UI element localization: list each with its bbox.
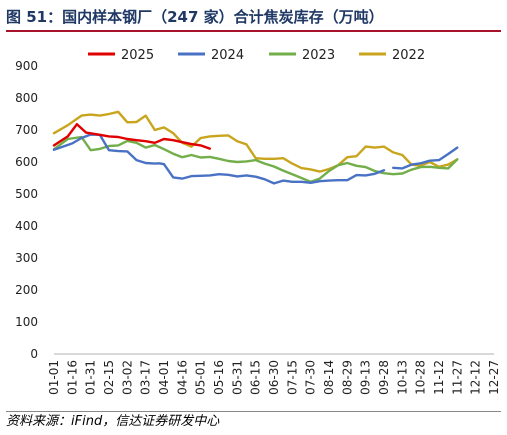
- x-tick-label: 08-14: [322, 360, 336, 395]
- x-tick-label: 05-01: [194, 360, 208, 395]
- x-tick-label: 07-15: [285, 360, 299, 395]
- x-tick-label: 04-16: [175, 360, 189, 395]
- series-line-2023: [52, 135, 459, 184]
- y-tick-label: 500: [15, 187, 38, 201]
- x-tick-label: 05-31: [230, 360, 244, 395]
- source-note: 资料来源：iFind，信达证券研发中心: [6, 411, 501, 432]
- y-tick-label: 0: [30, 347, 38, 361]
- series-line-2025: [52, 122, 212, 150]
- x-tick-label: 09-13: [359, 360, 373, 395]
- x-axis: 01-01 01-16 01-31 02-15 03-02 03-17 04-01 04-16…: [47, 353, 501, 395]
- x-tick-label: 03-02: [120, 360, 134, 395]
- x-tick-label: 03-17: [139, 360, 153, 395]
- y-axis: 0 100 200 300 400 500 600 700 800 900: [15, 59, 38, 361]
- legend-label-2025: 2025: [121, 48, 154, 63]
- y-tick-label: 100: [15, 315, 38, 329]
- series-line-2022: [52, 110, 459, 173]
- y-tick-label: 600: [15, 155, 38, 169]
- x-tick-label: 10-13: [395, 360, 409, 395]
- x-tick-label: 09-28: [377, 360, 391, 395]
- x-tick-label: 08-29: [340, 360, 354, 395]
- y-tick-label: 300: [15, 251, 38, 265]
- x-tick-label: 05-16: [212, 360, 226, 395]
- x-tick-label: 01-16: [65, 360, 79, 395]
- x-tick-label: 12-12: [469, 360, 483, 395]
- x-tick-label: 11-12: [432, 360, 446, 395]
- x-tick-label: 01-31: [84, 360, 98, 395]
- y-tick-label: 700: [15, 123, 38, 137]
- y-tick-label: 800: [15, 91, 38, 105]
- y-tick-label: 200: [15, 283, 38, 297]
- x-tick-label: 11-27: [450, 360, 464, 395]
- x-tick-label: 02-15: [102, 360, 116, 395]
- legend: 2025 2024 2023 2022: [88, 48, 425, 63]
- series-line-2024: [392, 146, 459, 170]
- series-layer: [52, 110, 459, 185]
- y-tick-label: 400: [15, 219, 38, 233]
- x-tick-label: 12-27: [487, 360, 501, 395]
- x-tick-label: 07-30: [304, 360, 318, 395]
- y-tick-label: 900: [15, 59, 38, 73]
- x-tick-label: 06-30: [267, 360, 281, 395]
- legend-label-2023: 2023: [302, 48, 335, 63]
- x-tick-label: 04-01: [157, 360, 171, 395]
- legend-label-2022: 2022: [392, 48, 425, 63]
- legend-label-2024: 2024: [211, 48, 244, 63]
- series-line-2024: [52, 133, 386, 185]
- x-tick-label: 10-28: [414, 360, 428, 395]
- chart-title: 图 51：国内样本钢厂（247 家）合计焦炭库存（万吨）: [6, 4, 501, 32]
- x-tick-label: 01-01: [47, 360, 61, 395]
- x-tick-label: 06-15: [249, 360, 263, 395]
